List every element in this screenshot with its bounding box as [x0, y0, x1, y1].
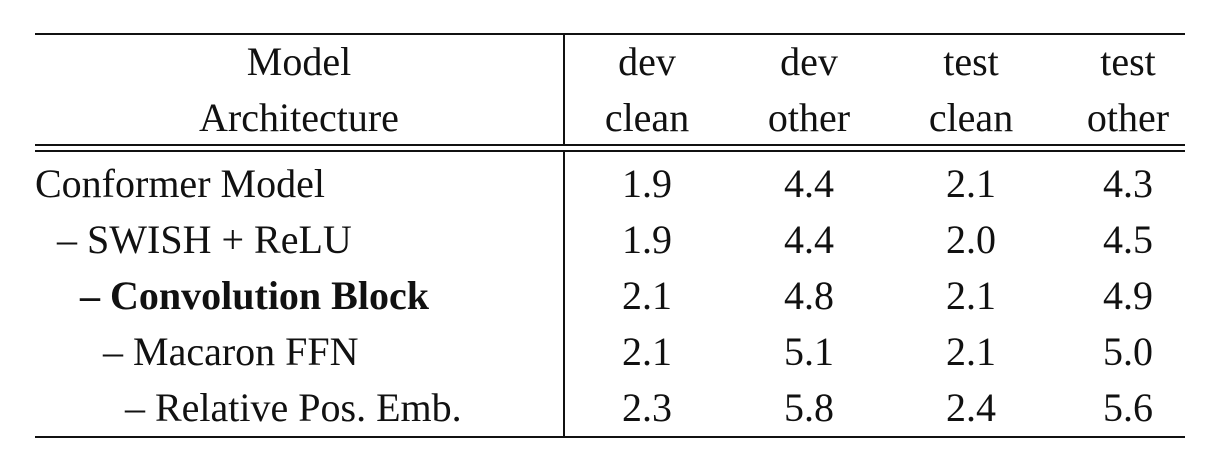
row-1-test-clean: 2.1 — [946, 161, 996, 206]
row-label-conformer-model: Conformer Model — [35, 161, 325, 206]
row-label-relative-pos-emb: – Relative Pos. Emb. — [125, 385, 462, 430]
row-3-dev-clean: 2.1 — [622, 273, 672, 318]
column-divider-header — [563, 33, 565, 144]
row-4-dev-clean: 2.1 — [622, 329, 672, 374]
row-2-test-other: 4.5 — [1103, 217, 1153, 262]
header-model-line-2: Architecture — [199, 95, 399, 140]
row-3-test-clean: 2.1 — [946, 273, 996, 318]
row-3-dev-other: 4.8 — [784, 273, 834, 318]
header-model-line-1: Model — [246, 39, 352, 84]
row-3-test-other: 4.9 — [1103, 273, 1153, 318]
row-label-swish-relu: – SWISH + ReLU — [57, 217, 352, 262]
row-1-dev-other: 4.4 — [784, 161, 834, 206]
row-4-test-other: 5.0 — [1103, 329, 1153, 374]
header-test-clean-line-1: test — [943, 39, 999, 84]
row-5-dev-other: 5.8 — [784, 385, 834, 430]
header-model-architecture: Model Architecture — [35, 34, 563, 146]
header-test-clean-line-2: clean — [928, 95, 1014, 140]
header-dev-clean-line-2: clean — [604, 95, 690, 140]
row-label-convolution-block: – Convolution Block — [80, 273, 429, 318]
header-test-other: test other — [1053, 34, 1203, 146]
row-2-test-clean: 2.0 — [946, 217, 996, 262]
row-1-dev-clean: 1.9 — [622, 161, 672, 206]
header-test-other-line-2: other — [1086, 95, 1170, 140]
row-4-dev-other: 5.1 — [784, 329, 834, 374]
header-rule-1 — [35, 144, 1185, 146]
row-label-macaron-ffn: – Macaron FFN — [103, 329, 359, 374]
header-dev-other-line-2: other — [767, 95, 851, 140]
row-1-test-other: 4.3 — [1103, 161, 1153, 206]
top-rule — [35, 33, 1185, 35]
row-5-test-other: 5.6 — [1103, 385, 1153, 430]
bottom-rule — [35, 436, 1185, 438]
row-2-dev-other: 4.4 — [784, 217, 834, 262]
row-5-dev-clean: 2.3 — [622, 385, 672, 430]
header-dev-other: dev other — [729, 34, 889, 146]
header-rule-2 — [35, 150, 1185, 152]
row-2-dev-clean: 1.9 — [622, 217, 672, 262]
row-5-test-clean: 2.4 — [946, 385, 996, 430]
row-4-test-clean: 2.1 — [946, 329, 996, 374]
header-dev-clean: dev clean — [567, 34, 727, 146]
header-dev-clean-line-1: dev — [618, 39, 676, 84]
header-dev-other-line-1: dev — [780, 39, 838, 84]
header-test-other-line-1: test — [1100, 39, 1156, 84]
header-test-clean: test clean — [891, 34, 1051, 146]
column-divider-body — [563, 152, 565, 436]
